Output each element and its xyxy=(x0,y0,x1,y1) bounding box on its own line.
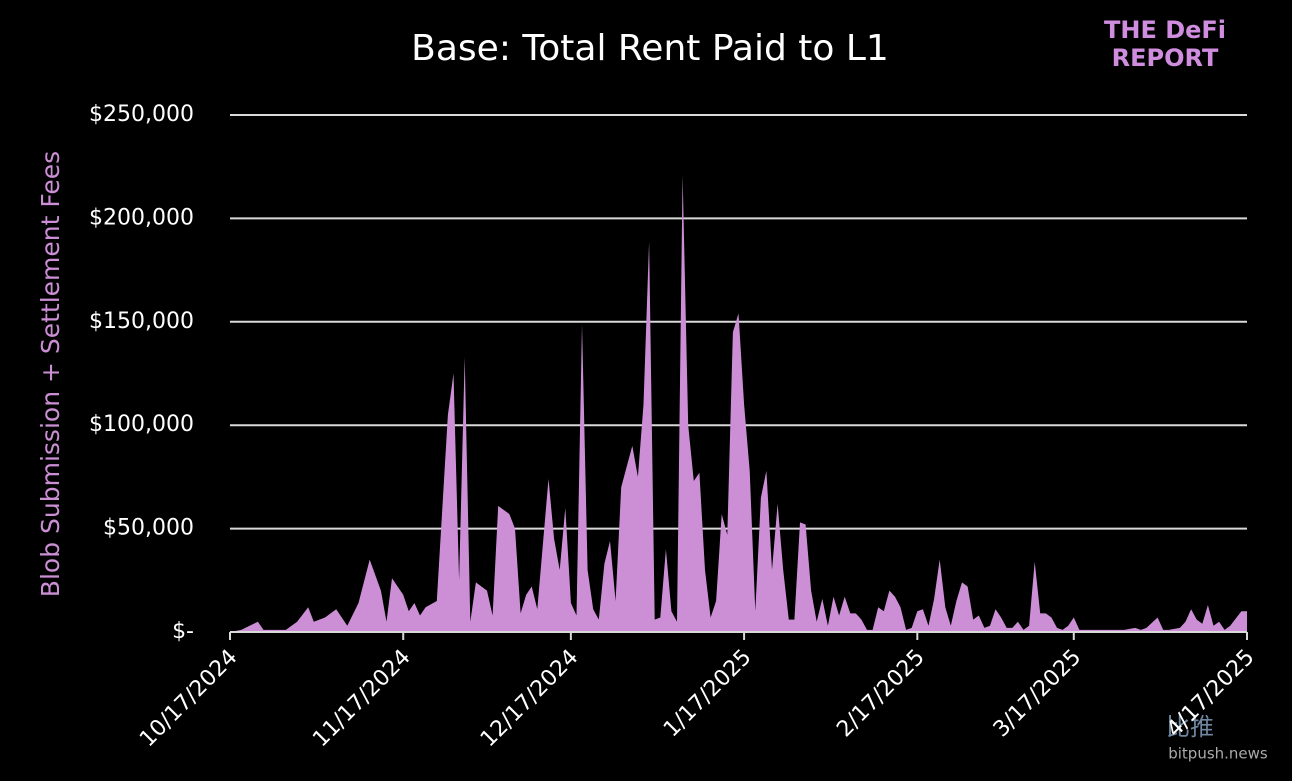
logo-line: REPORT xyxy=(1112,44,1219,72)
y-axis-label: Blob Submission + Settlement Fees xyxy=(36,151,65,597)
y-tick-label: $250,000 xyxy=(89,102,194,127)
watermark: 比推 xyxy=(1166,713,1214,741)
y-tick-label: $50,000 xyxy=(103,516,194,541)
y-tick-label: $150,000 xyxy=(89,309,194,334)
area xyxy=(230,175,1247,632)
watermark: bitpush.news xyxy=(1168,745,1268,763)
chart-title: Base: Total Rent Paid to L1 xyxy=(411,28,889,69)
logo-line: THE DeFi xyxy=(1104,16,1226,44)
y-tick-label: $100,000 xyxy=(89,412,194,437)
y-tick-label: $200,000 xyxy=(89,205,194,230)
y-tick-label: $- xyxy=(172,619,194,644)
